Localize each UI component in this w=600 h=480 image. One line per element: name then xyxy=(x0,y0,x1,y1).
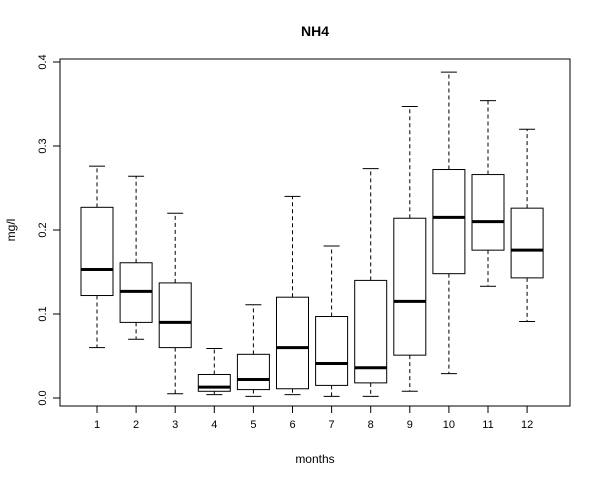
x-tick-label: 3 xyxy=(172,419,178,431)
iqr-box xyxy=(432,169,466,275)
x-tick-label: 10 xyxy=(443,419,455,431)
y-axis-label: mg/l xyxy=(4,219,18,242)
iqr-box xyxy=(197,373,231,392)
iqr-box xyxy=(236,353,270,391)
x-axis-label: months xyxy=(295,452,334,466)
iqr-box xyxy=(393,217,427,356)
x-axis: 1 2 3 4 5 6 7 8 9 10 11 12 xyxy=(94,405,533,431)
box-series xyxy=(80,71,544,397)
box-month-9 xyxy=(393,106,427,392)
y-tick-label: 0.2 xyxy=(37,222,49,237)
iqr-box xyxy=(471,174,505,251)
x-tick-label: 1 xyxy=(94,419,100,431)
box-month-10 xyxy=(432,71,466,375)
box-month-7 xyxy=(315,245,349,397)
y-tick-label: 0.0 xyxy=(37,390,49,405)
x-tick-label: 12 xyxy=(521,419,533,431)
box-month-3 xyxy=(158,212,192,395)
x-tick-label: 4 xyxy=(211,419,217,431)
box-month-4 xyxy=(197,347,231,396)
iqr-box xyxy=(354,279,388,384)
y-axis: 0.0 0.1 0.2 0.3 0.4 xyxy=(37,54,61,406)
x-tick-label: 2 xyxy=(133,419,139,431)
iqr-box xyxy=(315,316,349,386)
box-month-8 xyxy=(354,168,388,397)
box-month-11 xyxy=(471,100,505,287)
x-tick-label: 11 xyxy=(482,419,493,431)
chart-title: NH4 xyxy=(301,23,329,39)
x-tick-label: 8 xyxy=(368,419,374,431)
iqr-box xyxy=(80,206,114,297)
x-tick-label: 6 xyxy=(289,419,295,431)
x-tick-label: 5 xyxy=(250,419,256,431)
box-month-12 xyxy=(510,128,544,323)
iqr-box xyxy=(276,296,309,390)
iqr-box xyxy=(510,207,544,279)
box-month-1 xyxy=(80,165,114,349)
box-month-6 xyxy=(276,195,309,396)
y-tick-label: 0.4 xyxy=(37,54,49,69)
x-tick-label: 9 xyxy=(407,419,413,431)
box-month-5 xyxy=(236,304,270,397)
y-tick-label: 0.3 xyxy=(37,138,49,153)
x-tick-label: 7 xyxy=(329,419,335,431)
iqr-box xyxy=(158,282,192,349)
y-tick-label: 0.1 xyxy=(37,306,49,321)
box-month-2 xyxy=(119,175,153,340)
